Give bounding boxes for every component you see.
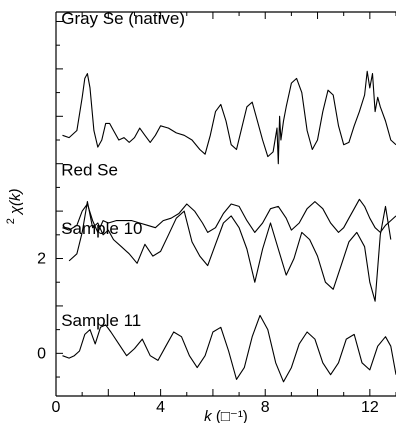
- series-label-2: Red Se: [61, 161, 118, 180]
- x-tick-label: 0: [52, 399, 61, 416]
- series-line-1: [62, 70, 396, 165]
- labels: 0 4 8 12 0 2 Gray Se (native) Red Se Sample 10 Sa…: [5, 9, 379, 423]
- traces: [62, 70, 396, 383]
- y-tick-label: 2: [37, 251, 46, 268]
- series-label-1: Gray Se (native): [61, 9, 185, 28]
- x-tick-label: 8: [261, 399, 270, 416]
- x-tick-label: 12: [361, 399, 379, 416]
- x-tick-label: 4: [156, 399, 165, 416]
- series-label-4: Sample 11: [61, 311, 141, 330]
- axes: [55, 11, 396, 397]
- y-tick-label: 0: [37, 345, 46, 362]
- y-axis-title: 2χ(k): [5, 188, 24, 224]
- series-line-3: [68, 201, 392, 302]
- series-line-2: [62, 198, 396, 233]
- series-line-4: [62, 314, 396, 383]
- series-label-3: Sample 10: [61, 219, 142, 238]
- x-axis-title: k (□⁻¹): [204, 408, 248, 423]
